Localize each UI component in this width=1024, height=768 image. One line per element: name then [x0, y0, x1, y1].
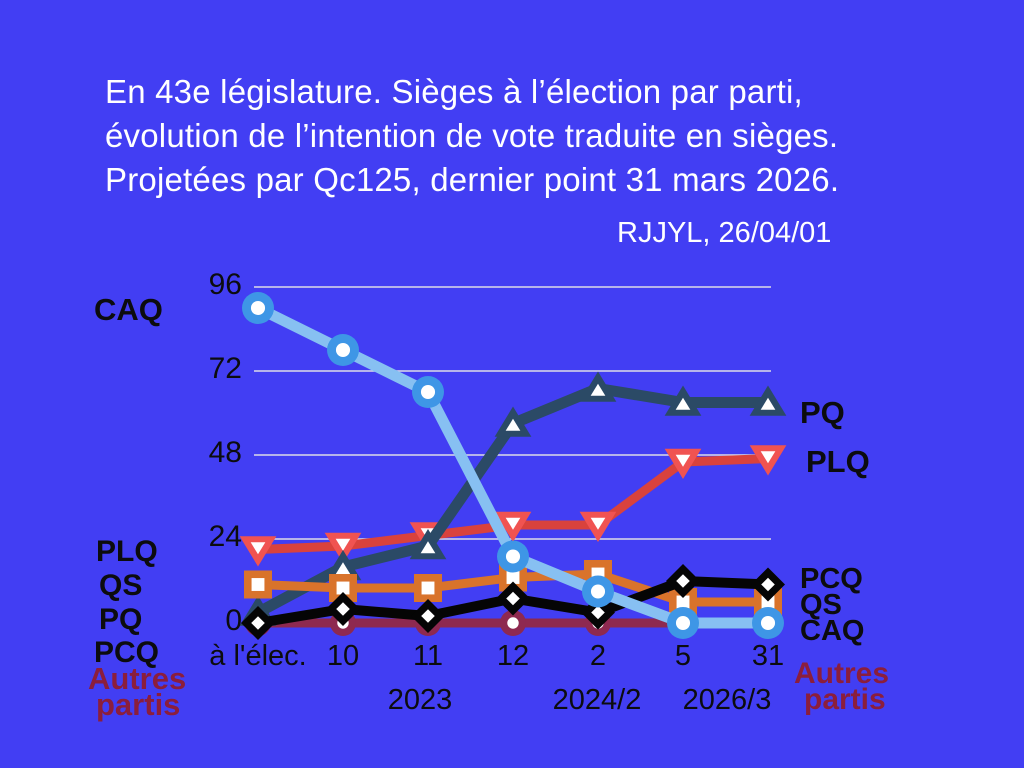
marker-diamond [241, 606, 275, 640]
marker-triangle-up [409, 529, 447, 560]
party-label-right-partis: partis [804, 683, 886, 716]
party-label-right-autres: Autres [794, 657, 890, 690]
y-tick-label-24: 24 [208, 520, 242, 553]
marker-triangle-down [664, 448, 702, 479]
marker-diamond [751, 567, 785, 602]
marker-diamond [666, 564, 700, 598]
marker-triangle-down [579, 511, 617, 542]
party-label-left-partis: partis [96, 687, 181, 722]
chart-title-line-3: Projetées par Qc125, dernier point 31 ma… [105, 161, 840, 198]
series-pcq [241, 564, 785, 640]
party-label-left-pq: PQ [99, 603, 143, 636]
x-tick-label-0: à l'élec. [209, 640, 307, 672]
marker-triangle-up [324, 550, 362, 581]
marker-triangle-down [239, 536, 277, 567]
marker-square [414, 574, 442, 602]
chart-title-line-2: évolution de l’intention de vote traduit… [105, 117, 839, 154]
marker-circle [500, 610, 526, 636]
marker-circle [242, 292, 274, 324]
party-label-right-pq: PQ [800, 395, 845, 430]
x-tick-label-4: 2 [589, 640, 607, 672]
series-pq [239, 371, 787, 626]
marker-circle [582, 575, 614, 608]
x-sublabel-2023: 2023 [387, 684, 453, 716]
party-label-right-plq: PLQ [806, 444, 870, 479]
x-sublabel-2026-3: 2026/3 [682, 684, 772, 716]
marker-triangle-up [664, 385, 702, 416]
y-tick-label-96: 96 [208, 268, 242, 301]
marker-circle [497, 540, 529, 573]
party-label-right-qs: QS [800, 589, 842, 621]
marker-diamond [496, 581, 530, 616]
x-tick-label-6: 31 [751, 640, 785, 672]
marker-circle [667, 607, 699, 639]
party-label-right-pcq: PCQ [800, 563, 863, 595]
x-tick-label-5: 5 [674, 640, 692, 672]
chart-subtitle: RJJYL, 26/04/01 [617, 217, 832, 249]
x-tick-label-3: 12 [496, 640, 530, 672]
x-sublabel-2024-2: 2024/2 [552, 684, 642, 716]
party-label-left-pcq: PCQ [94, 636, 160, 669]
party-label-left-qs: QS [99, 569, 143, 602]
series-caq [242, 292, 784, 639]
x-tick-label-1: 10 [326, 640, 360, 672]
marker-triangle-down [494, 511, 532, 542]
party-label-left-caq: CAQ [94, 292, 163, 327]
party-label-left-autres: Autres [88, 661, 187, 696]
marker-circle [327, 334, 359, 366]
marker-triangle-down [749, 445, 787, 476]
y-tick-label-0: 0 [225, 604, 242, 637]
chart-title-line-1: En 43e législature. Sièges à l’élection … [105, 73, 803, 110]
marker-triangle-up [749, 385, 787, 416]
marker-circle [412, 376, 444, 408]
marker-diamond [411, 599, 445, 633]
marker-triangle-up [494, 406, 532, 437]
party-label-right-caq: CAQ [800, 615, 865, 647]
marker-square [244, 570, 272, 599]
marker-triangle-down [324, 532, 362, 563]
party-label-left-plq: PLQ [96, 535, 158, 568]
chart-title: En 43e législature. Sièges à l’élection … [105, 70, 839, 202]
y-tick-label-72: 72 [208, 352, 242, 385]
marker-circle [752, 607, 784, 639]
x-tick-label-2: 11 [412, 640, 444, 672]
marker-triangle-up [579, 371, 617, 402]
y-tick-label-48: 48 [208, 436, 242, 469]
marker-diamond [326, 592, 360, 626]
